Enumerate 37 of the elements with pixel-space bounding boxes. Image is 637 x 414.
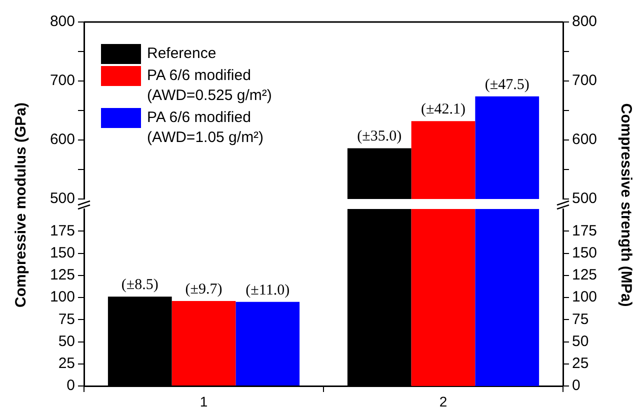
annotation: (±11.0) xyxy=(246,282,290,298)
y2-tick-label: 500 xyxy=(572,190,598,208)
annotation: (±9.7) xyxy=(185,281,222,298)
y-axis-title: Compressive modulus (GPa) xyxy=(12,102,30,308)
annotation: (±47.5) xyxy=(484,76,530,93)
y-tick-label: 0 xyxy=(66,377,75,394)
annotation: (±35.0) xyxy=(357,128,402,145)
legend-label: PA 6/6 modified (AWD=0.525 g/m²) xyxy=(147,66,273,106)
x-tick-label: 2 xyxy=(439,393,448,410)
y2-tick-label: 25 xyxy=(572,355,589,372)
y2-tick-label: 125 xyxy=(572,266,598,284)
y2-tick-label: 800 xyxy=(572,13,598,30)
y-tick-label: 100 xyxy=(50,288,75,306)
legend-label: PA 6/6 modified (AWD=1.05 g/m²) xyxy=(147,108,265,148)
annotation: (±8.5) xyxy=(121,277,158,294)
y2-tick-label: 0 xyxy=(572,377,580,394)
y2-tick-label: 175 xyxy=(572,222,598,240)
y-tick-label: 700 xyxy=(50,72,75,90)
y2-tick-label: 50 xyxy=(572,332,589,350)
legend-label: Reference xyxy=(147,44,218,64)
annotation: (±42.1) xyxy=(421,102,466,118)
y-tick-label: 50 xyxy=(58,332,75,350)
x-tick-label: 1 xyxy=(200,393,208,410)
y-tick-label: 500 xyxy=(50,190,75,208)
y2-tick-label: 100 xyxy=(572,288,598,306)
y-tick-label: 125 xyxy=(50,266,75,284)
y2-tick-label: 150 xyxy=(572,244,598,262)
y2-axis-title: Compressive strength (MPa) xyxy=(618,103,634,307)
y-tick-label: 75 xyxy=(58,310,75,328)
y-tick-label: 150 xyxy=(50,244,75,262)
y-tick-label: 175 xyxy=(50,222,75,240)
y2-tick-label: 75 xyxy=(572,310,589,328)
y2-tick-label: 700 xyxy=(572,72,598,90)
y-tick-label: 600 xyxy=(50,131,75,148)
y-tick-label: 800 xyxy=(50,13,75,30)
y-tick-label: 25 xyxy=(58,355,75,372)
y2-tick-label: 600 xyxy=(572,131,598,148)
